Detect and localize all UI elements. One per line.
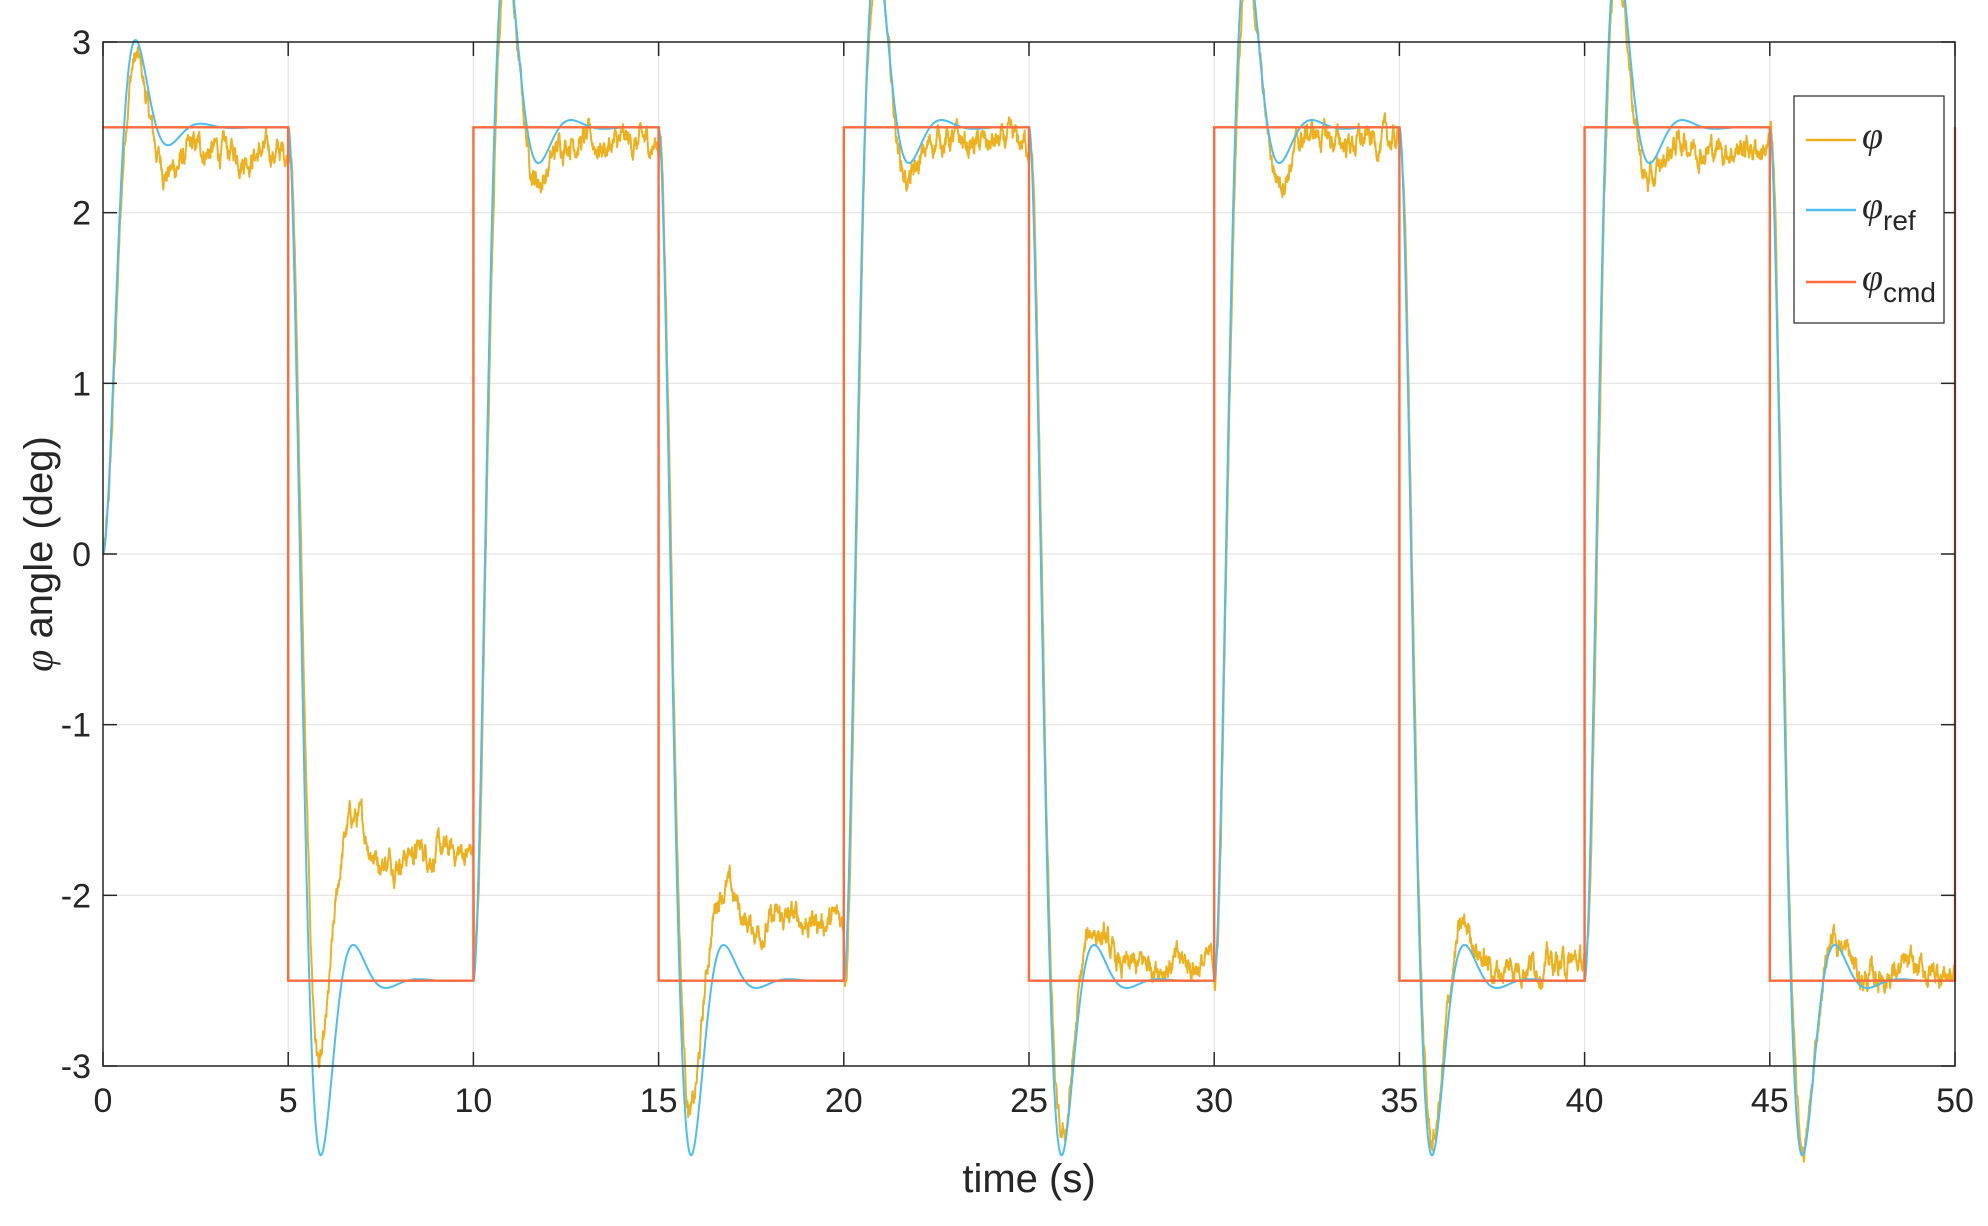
y-axis-label: φ angle (deg) — [16, 436, 61, 672]
y-tick-label: -1 — [61, 707, 91, 745]
x-tick-label: 35 — [1380, 1082, 1418, 1120]
legend-entry-phi[interactable]: φ — [1806, 115, 1883, 157]
y-tick-label: 2 — [72, 195, 91, 233]
ticks — [102, 41, 1956, 1067]
legend-label: φ — [1862, 115, 1883, 157]
x-tick-label: 15 — [640, 1082, 678, 1120]
legend-label-subscript: ref — [1883, 205, 1916, 236]
y-tick-label: 1 — [72, 365, 91, 403]
legend-label-symbol: φ — [1862, 115, 1883, 157]
x-tick-label: 25 — [1010, 1082, 1048, 1120]
y-tick-label: 3 — [72, 24, 91, 62]
x-tick-label: 20 — [825, 1082, 863, 1120]
x-axis-label: time (s) — [962, 1157, 1095, 1201]
y-axis-label-text: angle (deg) — [17, 436, 61, 638]
y-tick-label: -3 — [61, 1048, 91, 1086]
x-tick-label: 0 — [94, 1082, 113, 1120]
series-phi-cmd-line — [103, 126, 1957, 982]
legend-label: φcmd — [1862, 257, 1936, 308]
legend-label: φref — [1862, 185, 1916, 236]
x-tick-label: 30 — [1195, 1082, 1233, 1120]
y-tick-label: 0 — [72, 536, 91, 574]
x-tick-label: 50 — [1936, 1082, 1974, 1120]
x-tick-label: 5 — [279, 1082, 298, 1120]
x-tick-label: 40 — [1566, 1082, 1604, 1120]
y-tick-label: -2 — [61, 877, 91, 915]
x-tick-label: 10 — [454, 1082, 492, 1120]
y-axis-label-symbol: φ — [16, 650, 61, 672]
legend-label-symbol: φ — [1862, 257, 1883, 299]
legend-entry-phi-cmd[interactable]: φcmd — [1806, 257, 1936, 308]
y-tick-labels: -3 -2 -1 0 1 2 3 — [61, 24, 91, 1086]
x-tick-labels: 0 5 10 15 20 25 30 35 40 45 50 — [94, 1082, 1974, 1120]
series-layer — [102, 0, 1957, 1163]
legend-label-symbol: φ — [1862, 185, 1883, 227]
legend-entry-phi-ref[interactable]: φref — [1806, 185, 1916, 236]
x-tick-label: 45 — [1751, 1082, 1789, 1120]
legend-label-subscript: cmd — [1883, 277, 1936, 308]
